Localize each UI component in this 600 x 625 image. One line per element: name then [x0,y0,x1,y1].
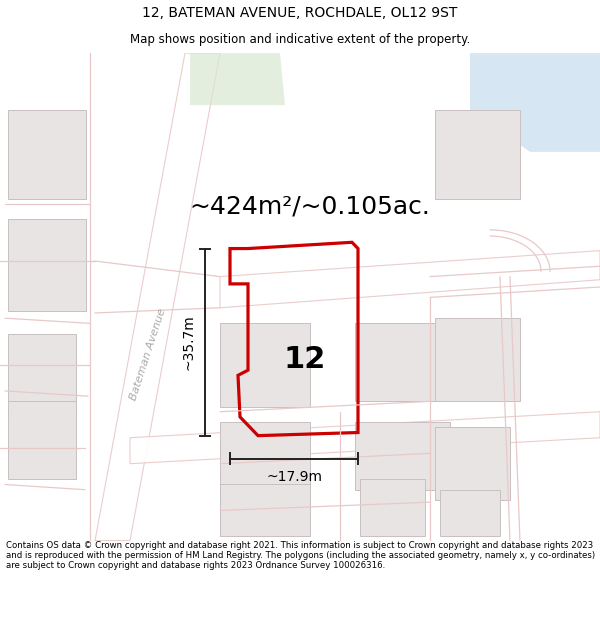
Bar [220,323,310,406]
Bar [8,334,76,417]
Text: Contains OS data © Crown copyright and database right 2021. This information is : Contains OS data © Crown copyright and d… [6,541,595,571]
Text: ~35.7m: ~35.7m [182,314,196,370]
Polygon shape [95,53,220,541]
Bar [8,110,86,199]
Text: ~424m²/~0.105ac.: ~424m²/~0.105ac. [190,195,430,219]
Bar [440,490,500,536]
Bar [8,219,86,311]
Bar [435,110,520,199]
Bar [220,484,310,536]
Bar [220,422,310,495]
Text: ~17.9m: ~17.9m [266,470,322,484]
Polygon shape [470,53,600,152]
Bar [435,428,510,500]
Text: 12: 12 [284,345,326,374]
Bar [360,479,425,536]
Bar [355,422,450,490]
Polygon shape [220,251,600,308]
Text: Bateman Avenue: Bateman Avenue [128,308,167,402]
Bar [8,401,76,479]
Polygon shape [190,53,285,105]
Bar [435,318,520,401]
Polygon shape [130,412,600,464]
Bar [355,323,450,401]
Text: 12, BATEMAN AVENUE, ROCHDALE, OL12 9ST: 12, BATEMAN AVENUE, ROCHDALE, OL12 9ST [142,6,458,20]
Text: Map shows position and indicative extent of the property.: Map shows position and indicative extent… [130,33,470,46]
